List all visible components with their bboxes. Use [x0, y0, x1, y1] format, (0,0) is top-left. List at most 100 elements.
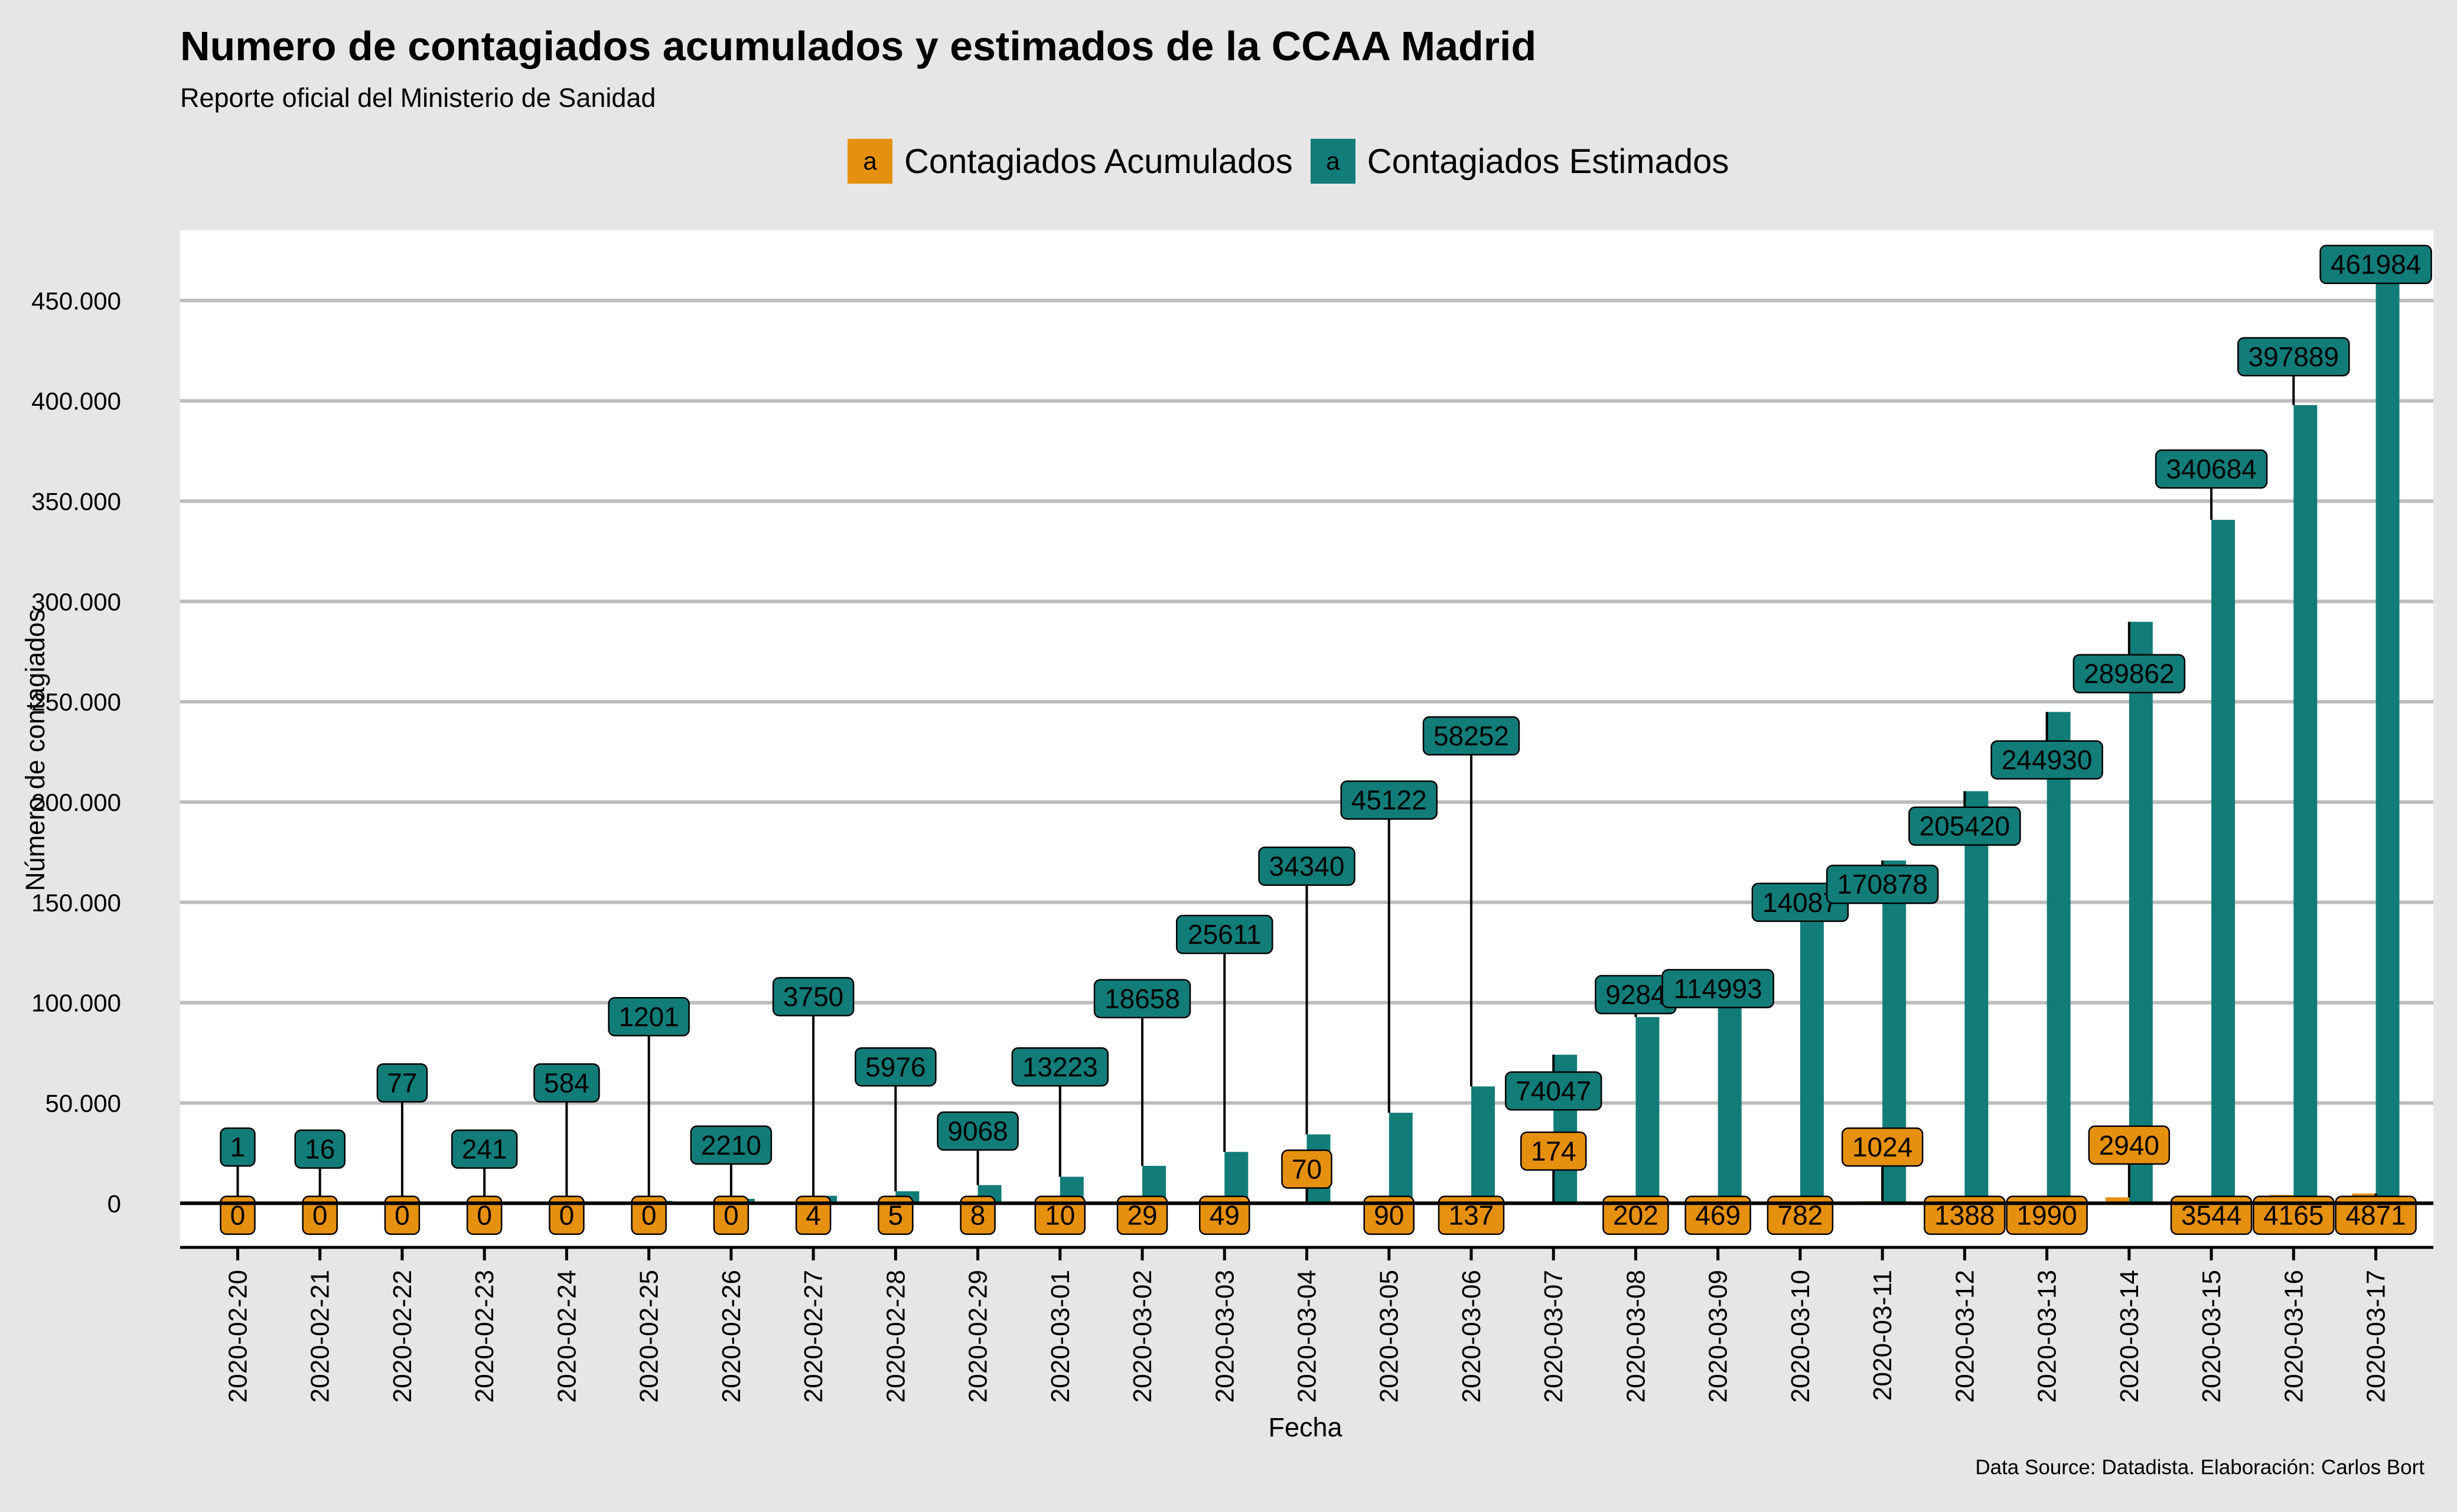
x-tick-label: 2020-03-15	[2197, 1270, 2226, 1403]
estimated-label: 3750	[783, 981, 843, 1012]
estimated-label-box	[1990, 740, 2103, 780]
estimated-label: 170878	[1837, 869, 1928, 900]
estimated-label-box	[937, 1111, 1019, 1151]
accumulated-label: 1024	[1852, 1132, 1912, 1162]
x-tick-label: 2020-03-04	[1293, 1270, 1322, 1403]
accumulated-label: 49	[1210, 1200, 1240, 1231]
x-tick-label: 2020-03-10	[1786, 1270, 1815, 1403]
accumulated-label-box	[2253, 1195, 2335, 1235]
bar-accumulated	[2105, 1197, 2129, 1204]
accumulated-label-box	[631, 1195, 667, 1235]
bar-estimated	[1389, 1113, 1413, 1204]
estimated-label-box	[220, 1127, 256, 1167]
estimated-label: 58252	[1433, 721, 1509, 751]
accumulated-label-box	[1034, 1195, 1086, 1235]
estimated-label-box	[2073, 654, 2186, 693]
x-tick-label: 2020-03-16	[2279, 1270, 2308, 1403]
accumulated-label-box	[1199, 1195, 1250, 1235]
accumulated-label-box	[2335, 1195, 2417, 1235]
accumulated-label-box	[2088, 1125, 2171, 1165]
y-tick-label: 350.000	[31, 488, 121, 516]
x-tick-label: 2020-03-11	[1868, 1270, 1897, 1401]
y-tick-label: 100.000	[31, 989, 121, 1017]
accumulated-label: 1990	[2016, 1200, 2077, 1231]
estimated-label: 205420	[1920, 811, 2010, 842]
estimated-label-box	[1504, 1071, 1602, 1111]
legend-swatch-accumulated: a	[848, 139, 892, 184]
estimated-label: 340684	[2166, 454, 2257, 484]
estimated-label-box	[1011, 1047, 1109, 1087]
accumulated-label: 5	[888, 1200, 904, 1231]
estimated-label-box	[451, 1129, 518, 1169]
x-tick-label: 2020-03-03	[1210, 1270, 1239, 1403]
accumulated-label: 3544	[2181, 1200, 2241, 1231]
accumulated-label-box	[1924, 1195, 2006, 1235]
caption: Data Source: Datadista. Elaboración: Car…	[1975, 1456, 2425, 1479]
accumulated-label: 0	[395, 1200, 410, 1231]
y-tick-label: 200.000	[31, 788, 121, 816]
estimated-label-box	[1826, 864, 1939, 904]
bar-estimated	[2129, 621, 2153, 1204]
legend-item-accumulated: a Contagiados Acumulados	[848, 139, 1293, 184]
legend-label-accumulated: Contagiados Acumulados	[904, 142, 1293, 181]
x-tick-label: 2020-03-06	[1457, 1270, 1486, 1403]
accumulated-label: 137	[1449, 1200, 1494, 1231]
accumulated-label-box	[1116, 1195, 1168, 1235]
accumulated-label: 0	[559, 1200, 575, 1231]
x-tick-label: 2020-02-20	[223, 1270, 252, 1403]
estimated-label: 9068	[947, 1116, 1008, 1146]
estimated-label-box	[376, 1063, 428, 1103]
y-tick-label: 150.000	[31, 889, 121, 917]
x-tick-label: 2020-02-21	[306, 1270, 335, 1403]
estimated-label: 461984	[2331, 249, 2422, 280]
accumulated-label: 0	[312, 1200, 328, 1231]
accumulated-label: 0	[724, 1200, 739, 1231]
estimated-label: 397889	[2249, 341, 2339, 372]
legend-label-estimated: Contagiados Estimados	[1367, 142, 1729, 181]
accumulated-label-box	[1841, 1127, 1924, 1167]
y-tick-label: 250.000	[31, 688, 121, 716]
bar-estimated	[1224, 1152, 1249, 1204]
accumulated-label: 0	[230, 1200, 246, 1231]
bar-estimated	[2047, 712, 2071, 1204]
x-tick-label: 2020-02-25	[635, 1270, 664, 1403]
accumulated-label: 202	[1613, 1200, 1658, 1231]
x-tick-label: 2020-03-17	[2362, 1270, 2391, 1403]
estimated-label-box	[2319, 245, 2432, 284]
accumulated-label: 8	[970, 1200, 986, 1231]
legend-swatch-estimated: a	[1310, 139, 1355, 184]
y-tick-label: 0	[107, 1190, 121, 1217]
estimated-label-box	[1661, 969, 1774, 1009]
x-tick-label: 2020-03-12	[1950, 1270, 1979, 1403]
accumulated-label: 469	[1695, 1200, 1741, 1231]
x-tick-label: 2020-02-27	[799, 1270, 828, 1403]
bar-estimated	[1471, 1086, 1495, 1204]
estimated-label: 5976	[865, 1051, 926, 1082]
estimated-label: 45122	[1351, 785, 1427, 816]
accumulated-label: 70	[1292, 1154, 1322, 1185]
accumulated-label: 4165	[2263, 1200, 2324, 1231]
accumulated-label: 782	[1778, 1200, 1823, 1231]
accumulated-label-box	[549, 1195, 585, 1235]
accumulated-label-box	[1767, 1195, 1834, 1235]
estimated-label-box	[294, 1129, 346, 1169]
estimated-label: 241	[462, 1134, 507, 1165]
x-tick-label: 2020-03-07	[1539, 1270, 1568, 1403]
estimated-label: 114993	[1674, 973, 1762, 1004]
x-tick-label: 2020-03-13	[2033, 1270, 2062, 1403]
bar-estimated	[2375, 276, 2400, 1204]
legend-item-estimated: a Contagiados Estimados	[1310, 139, 1729, 184]
y-tick-label: 400.000	[31, 387, 121, 415]
chart-subtitle: Reporte oficial del Ministerio de Sanida…	[180, 83, 656, 113]
x-axis-title: Fecha	[1268, 1412, 1342, 1442]
estimated-label: 289862	[2084, 659, 2175, 689]
accumulated-label-box	[795, 1195, 832, 1235]
x-tick-label: 2020-03-05	[1375, 1270, 1404, 1403]
accumulated-label: 1388	[1934, 1200, 1995, 1231]
bar-estimated	[1718, 972, 1742, 1204]
y-tick-label: 50.000	[45, 1089, 121, 1117]
accumulated-label-box	[713, 1195, 750, 1235]
estimated-label-box	[1422, 716, 1520, 756]
x-tick-label: 2020-02-28	[881, 1270, 910, 1403]
